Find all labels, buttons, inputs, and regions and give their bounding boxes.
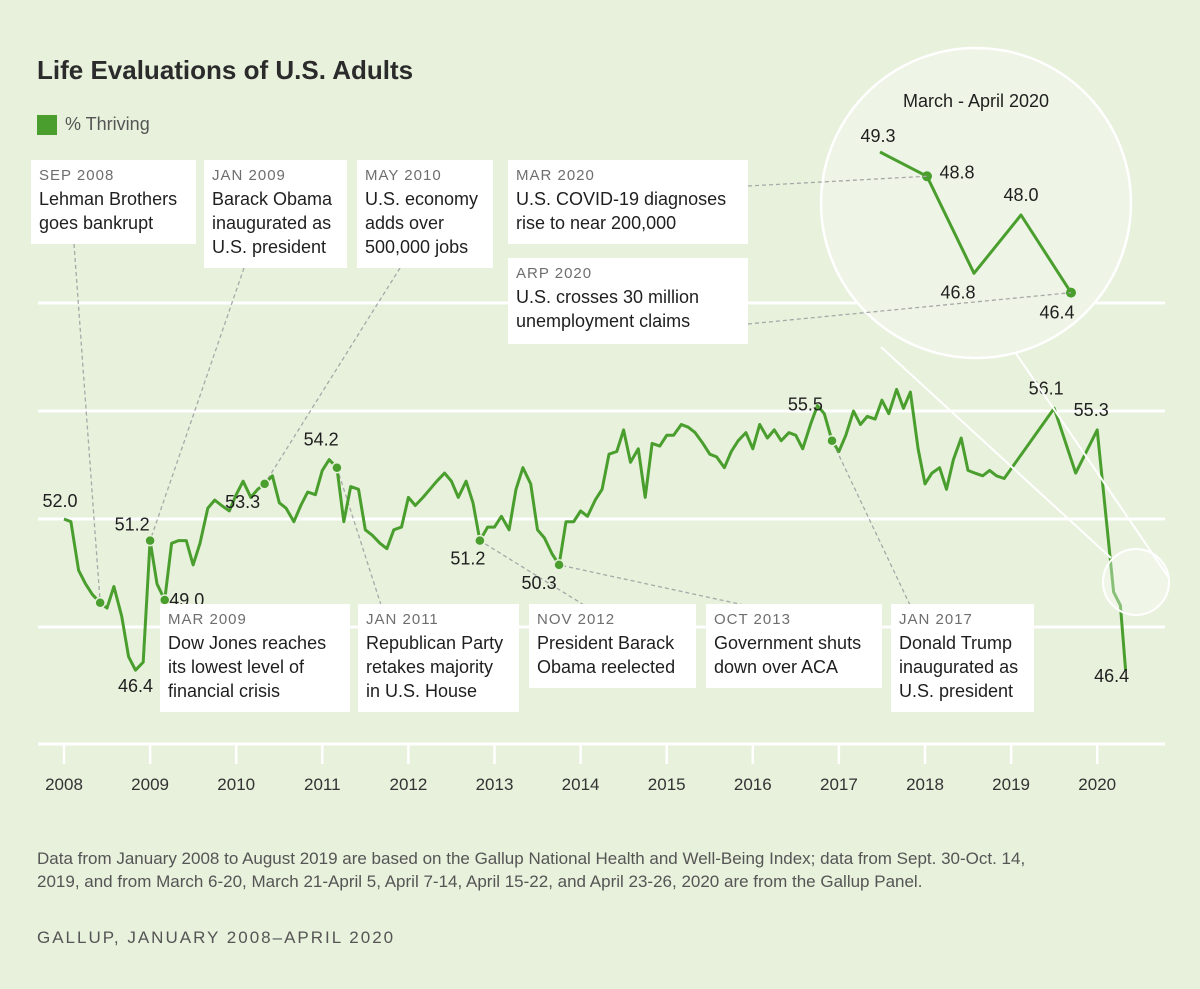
annotation-date: OCT 2013	[714, 611, 791, 628]
annotation-may2010: MAY 2010 U.S. economy adds over 500,000 …	[357, 160, 493, 268]
annotation-jan2009: JAN 2009 Barack Obama inaugurated as U.S…	[204, 160, 347, 268]
annotation-text: Donald Trump inaugurated as U.S. preside…	[899, 633, 1019, 701]
annotation-oct2013: OCT 2013 Government shuts down over ACA	[706, 604, 882, 688]
annotation-jan2011: JAN 2011 Republican Party retakes majori…	[358, 604, 519, 712]
annotation-text: Republican Party retakes majority in U.S…	[366, 633, 504, 701]
series-line-thriving	[63, 387, 1128, 672]
connector-sep2008	[73, 243, 101, 603]
annotation-mar2020: MAR 2020 U.S. COVID-19 diagnoses rise to…	[508, 160, 748, 244]
marker-may2010	[258, 478, 271, 490]
connector-may2010	[264, 267, 401, 485]
x-tick-label: 2016	[734, 775, 772, 794]
x-tick-label: 2011	[304, 775, 341, 794]
data-label: 54.2	[304, 430, 339, 450]
annotation-date: MAY 2010	[365, 167, 442, 184]
zoom-link-line	[880, 346, 1112, 559]
inset-magnifier: March - April 2020 49.3 48.8 46.8 48.0 46.4	[747, 46, 1170, 616]
inset-title: March - April 2020	[903, 91, 1049, 111]
marker-jan2017	[826, 434, 838, 447]
annotation-mar2009: MAR 2009 Dow Jones reaches its lowest le…	[160, 604, 350, 712]
annotation-date: MAR 2020	[516, 167, 595, 184]
x-tick-label: 2008	[45, 775, 83, 794]
data-label: 50.3	[522, 573, 557, 593]
x-tick-label: 2020	[1078, 775, 1116, 794]
annotation-text: President Barack Obama reelected	[537, 633, 676, 677]
annotation-text: Lehman Brothers goes bankrupt	[39, 189, 178, 233]
legend-swatch	[37, 114, 57, 135]
legend-label: % Thriving	[65, 114, 150, 134]
annotation-text: U.S. crosses 30 million unemployment cla…	[516, 287, 700, 331]
x-tick-label: 2009	[131, 775, 169, 794]
zoom-inset-circle	[819, 46, 1133, 360]
marker-jan2009	[144, 534, 156, 547]
source-line: GALLUP, JANUARY 2008–APRIL 2020	[37, 928, 396, 947]
inset-data-label: 48.0	[1003, 185, 1038, 205]
annotation-nov2012: NOV 2012 President Barack Obama reelecte…	[529, 604, 696, 688]
marker-nov2012	[474, 534, 486, 547]
data-label: 51.2	[115, 515, 150, 535]
marker-jan2011	[331, 461, 343, 474]
annotation-date: ARP 2020	[516, 265, 593, 282]
annotation-sep2008: SEP 2008 Lehman Brothers goes bankrupt	[31, 160, 196, 244]
x-tick-label: 2013	[476, 775, 514, 794]
chart-title: Life Evaluations of U.S. Adults	[37, 55, 414, 85]
annotation-date: SEP 2008	[39, 167, 115, 184]
marker-sep2008	[94, 596, 106, 609]
inset-data-label: 46.4	[1039, 303, 1074, 323]
x-tick-label: 2015	[648, 775, 686, 794]
annotation-text: U.S. economy adds over 500,000 jobs	[365, 189, 479, 257]
annotation-connectors	[73, 243, 911, 606]
inset-data-label: 48.8	[939, 162, 974, 182]
zoom-link-line	[1014, 351, 1170, 579]
marker-oct2013	[553, 559, 565, 571]
annotation-text: Barack Obama inaugurated as U.S. preside…	[212, 189, 333, 257]
annotation-text: U.S. COVID-19 diagnoses rise to near 200…	[516, 189, 727, 233]
x-tick-label: 2019	[992, 775, 1030, 794]
connector-mar2020	[747, 175, 928, 187]
connector-jan2017	[831, 440, 911, 606]
x-axis: 2008 2009 2010 2011 2012 2013 2014 2015 2016 2017…	[38, 742, 1165, 794]
data-label: 46.4	[118, 676, 153, 696]
annotation-date: JAN 2011	[366, 611, 439, 628]
x-tick-label: 2010	[217, 775, 255, 794]
data-label: 51.2	[450, 549, 485, 569]
data-label: 52.0	[42, 491, 77, 511]
annotation-apr2020: ARP 2020 U.S. crosses 30 million unemplo…	[508, 258, 748, 344]
annotation-date: MAR 2009	[168, 611, 247, 628]
x-tick-label: 2012	[389, 775, 427, 794]
x-tick-label: 2018	[906, 775, 944, 794]
data-label: 55.5	[788, 395, 823, 415]
zoom-source-circle	[1102, 548, 1170, 616]
data-label: 55.3	[1074, 400, 1109, 420]
connector-jan2009	[149, 267, 245, 541]
data-label: 53.3	[225, 492, 260, 512]
x-tick-label: 2014	[562, 775, 600, 794]
annotation-date: JAN 2009	[212, 167, 286, 184]
inset-data-label: 46.8	[940, 282, 975, 302]
annotation-date: JAN 2017	[899, 611, 973, 628]
annotation-date: NOV 2012	[537, 611, 616, 628]
footnote: Data from January 2008 to August 2019 ar…	[37, 849, 1026, 891]
legend: % Thriving	[37, 114, 150, 135]
inset-series-line	[879, 150, 1073, 294]
annotation-text: Government shuts down over ACA	[714, 633, 862, 677]
connector-oct2013	[558, 564, 745, 606]
inset-data-label: 49.3	[860, 126, 895, 146]
annotation-jan2017: JAN 2017 Donald Trump inaugurated as U.S…	[891, 604, 1034, 712]
connector-jan2011	[336, 467, 382, 606]
annotation-text: Dow Jones reaches its lowest level of fi…	[168, 633, 327, 701]
x-tick-label: 2017	[820, 775, 858, 794]
data-label: 46.4	[1094, 666, 1129, 686]
connector-apr2020	[747, 292, 1072, 325]
inset-marker-mar2020	[922, 171, 932, 182]
